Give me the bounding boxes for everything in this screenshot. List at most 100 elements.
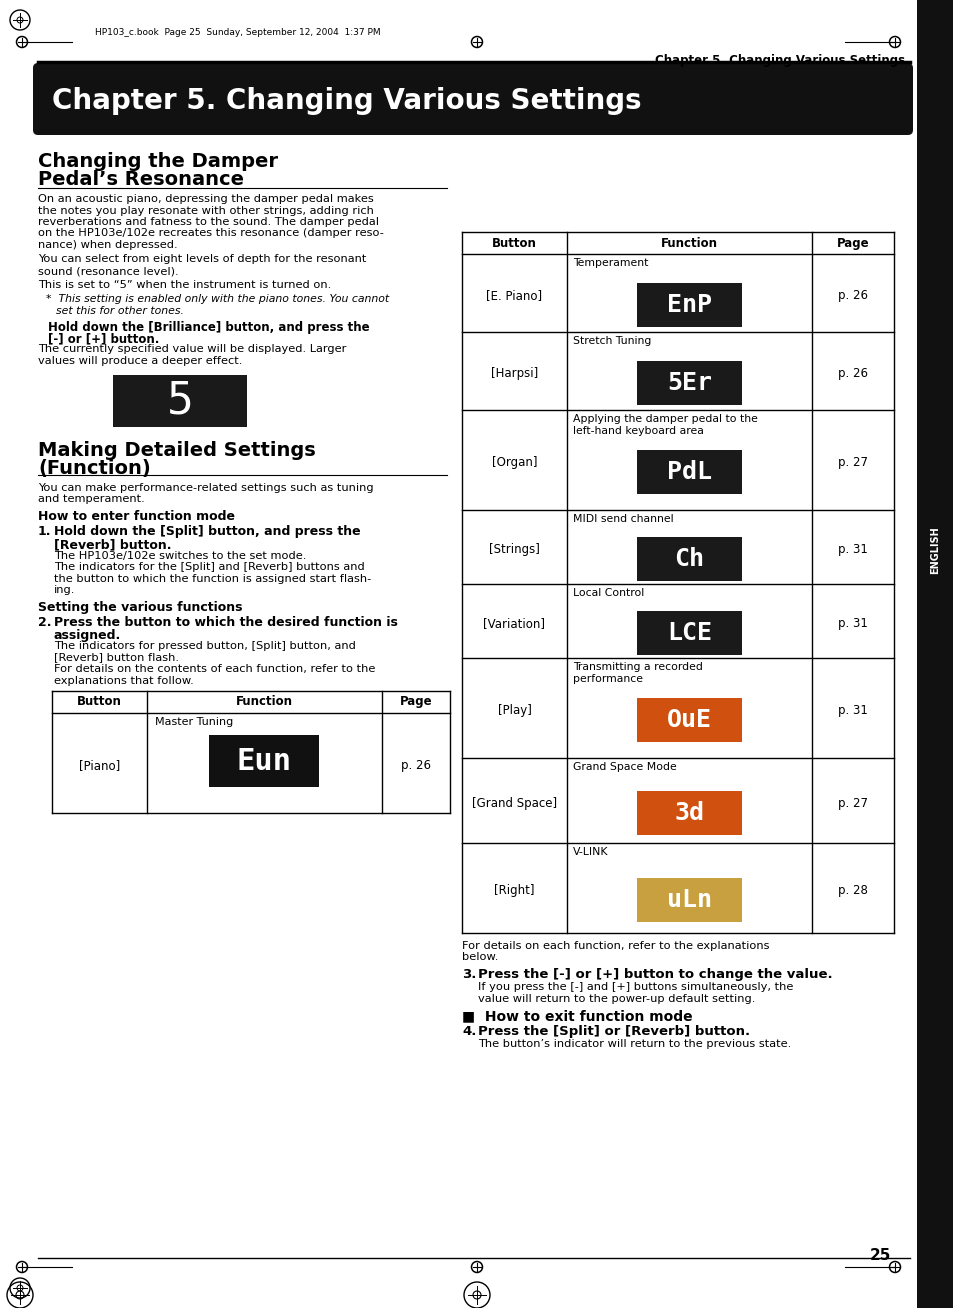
Text: [Play]: [Play] [497,704,531,717]
Bar [637,361,741,405]
Text: 5Er: 5Er [666,371,711,395]
Text: PdL: PdL [666,460,711,484]
Text: Press the button to which the desired function is: Press the button to which the desired fu… [54,616,397,629]
Text: p. 27: p. 27 [837,456,867,470]
Text: left-hand keyboard area: left-hand keyboard area [573,426,703,436]
Text: Grand Space Mode: Grand Space Mode [573,763,676,772]
Text: You can make performance-related settings such as tuning: You can make performance-related setting… [38,483,374,493]
Text: You can select from eight levels of depth for the resonant: You can select from eight levels of dept… [38,255,366,264]
Text: [Piano]: [Piano] [79,759,120,772]
Text: Page: Page [836,237,868,250]
Text: Ch: Ch [674,547,703,572]
Text: uLn: uLn [666,888,711,912]
Text: reverberations and fatness to the sound. The damper pedal: reverberations and fatness to the sound.… [38,217,378,228]
Text: Hold down the [Brilliance] button, and press the: Hold down the [Brilliance] button, and p… [48,320,369,334]
Text: 1.: 1. [38,525,51,538]
Text: values will produce a deeper effect.: values will produce a deeper effect. [38,356,242,365]
Text: Button: Button [77,695,122,708]
Text: If you press the [-] and [+] buttons simultaneously, the: If you press the [-] and [+] buttons sim… [477,982,793,991]
Text: ing.: ing. [54,585,75,595]
Text: 3d: 3d [674,800,703,824]
Text: Making Detailed Settings: Making Detailed Settings [38,441,315,460]
Bar [637,790,741,835]
Text: Changing the Damper: Changing the Damper [38,152,277,171]
Bar [637,538,741,581]
Text: Hold down the [Split] button, and press the: Hold down the [Split] button, and press … [54,525,360,538]
Text: assigned.: assigned. [54,629,121,641]
Bar [112,375,247,426]
Bar [916,0,953,1308]
Text: EnP: EnP [666,293,711,317]
Text: This is set to “5” when the instrument is turned on.: This is set to “5” when the instrument i… [38,280,331,290]
Text: the notes you play resonate with other strings, adding rich: the notes you play resonate with other s… [38,205,374,216]
Text: p. 31: p. 31 [837,617,867,630]
Text: set this for other tones.: set this for other tones. [56,306,184,315]
Text: value will return to the power-up default setting.: value will return to the power-up defaul… [477,994,755,1003]
Text: V-LINK: V-LINK [573,848,608,857]
Text: [Reverb] button.: [Reverb] button. [54,538,172,551]
Text: Local Control: Local Control [573,589,643,598]
Text: on the HP103e/102e recreates this resonance (damper reso-: on the HP103e/102e recreates this resona… [38,229,383,238]
Text: explanations that follow.: explanations that follow. [54,675,193,685]
Text: [Organ]: [Organ] [491,456,537,470]
Text: Press the [Split] or [Reverb] button.: Press the [Split] or [Reverb] button. [477,1025,749,1039]
Text: Button: Button [492,237,537,250]
Text: ■  How to exit function mode: ■ How to exit function mode [461,1008,692,1023]
Text: The indicators for pressed button, [Split] button, and: The indicators for pressed button, [Spli… [54,641,355,651]
Text: and temperament.: and temperament. [38,494,145,505]
Text: 3.: 3. [461,968,476,981]
Text: p. 27: p. 27 [837,797,867,810]
Text: Press the [-] or [+] button to change the value.: Press the [-] or [+] button to change th… [477,968,832,981]
Bar [210,735,319,787]
Text: The HP103e/102e switches to the set mode.: The HP103e/102e switches to the set mode… [54,551,306,561]
Text: On an acoustic piano, depressing the damper pedal makes: On an acoustic piano, depressing the dam… [38,194,374,204]
Text: For details on the contents of each function, refer to the: For details on the contents of each func… [54,664,375,674]
Text: [Harpsi]: [Harpsi] [491,368,537,381]
Text: [Grand Space]: [Grand Space] [472,797,557,810]
Text: [E. Piano]: [E. Piano] [486,289,542,302]
Text: HP103_c.book  Page 25  Sunday, September 12, 2004  1:37 PM: HP103_c.book Page 25 Sunday, September 1… [95,27,380,37]
Text: Page: Page [399,695,432,708]
Text: Temperament: Temperament [573,258,648,268]
Text: [-] or [+] button.: [-] or [+] button. [48,332,159,345]
Text: The button’s indicator will return to the previous state.: The button’s indicator will return to th… [477,1039,790,1049]
Bar [637,450,741,494]
Text: ENGLISH: ENGLISH [929,526,939,574]
Text: Eun: Eun [236,747,292,776]
Text: Pedal’s Resonance: Pedal’s Resonance [38,170,244,188]
Text: p. 26: p. 26 [837,289,867,302]
Text: Setting the various functions: Setting the various functions [38,600,242,613]
Text: p. 28: p. 28 [837,884,867,897]
Text: MIDI send channel: MIDI send channel [573,514,673,525]
Bar [637,611,741,655]
Text: sound (resonance level).: sound (resonance level). [38,266,178,276]
Text: OuE: OuE [666,708,711,732]
Text: (Function): (Function) [38,459,151,477]
Text: The indicators for the [Split] and [Reverb] buttons and: The indicators for the [Split] and [Reve… [54,562,364,572]
Text: below.: below. [461,952,497,963]
Text: [Variation]: [Variation] [483,617,545,630]
Text: LCE: LCE [666,621,711,645]
Text: 25: 25 [868,1248,890,1264]
Text: Function: Function [660,237,718,250]
Text: Master Tuning: Master Tuning [154,717,233,727]
Text: nance) when depressed.: nance) when depressed. [38,239,177,250]
Text: p. 26: p. 26 [837,368,867,381]
Text: 5: 5 [167,379,193,422]
Text: Stretch Tuning: Stretch Tuning [573,336,651,347]
Text: performance: performance [573,674,642,684]
Text: *  This setting is enabled only with the piano tones. You cannot: * This setting is enabled only with the … [46,294,389,303]
Bar [637,283,741,327]
Text: [Right]: [Right] [494,884,535,897]
Text: the button to which the function is assigned start flash-: the button to which the function is assi… [54,573,371,583]
Text: For details on each function, refer to the explanations: For details on each function, refer to t… [461,940,769,951]
Text: [Strings]: [Strings] [489,543,539,556]
Bar [637,878,741,922]
Text: p. 31: p. 31 [837,704,867,717]
Text: 2.: 2. [38,616,51,629]
Text: Function: Function [235,695,293,708]
Text: Applying the damper pedal to the: Applying the damper pedal to the [573,415,757,424]
Text: p. 31: p. 31 [837,543,867,556]
Text: 4.: 4. [461,1025,476,1039]
FancyBboxPatch shape [33,63,912,135]
